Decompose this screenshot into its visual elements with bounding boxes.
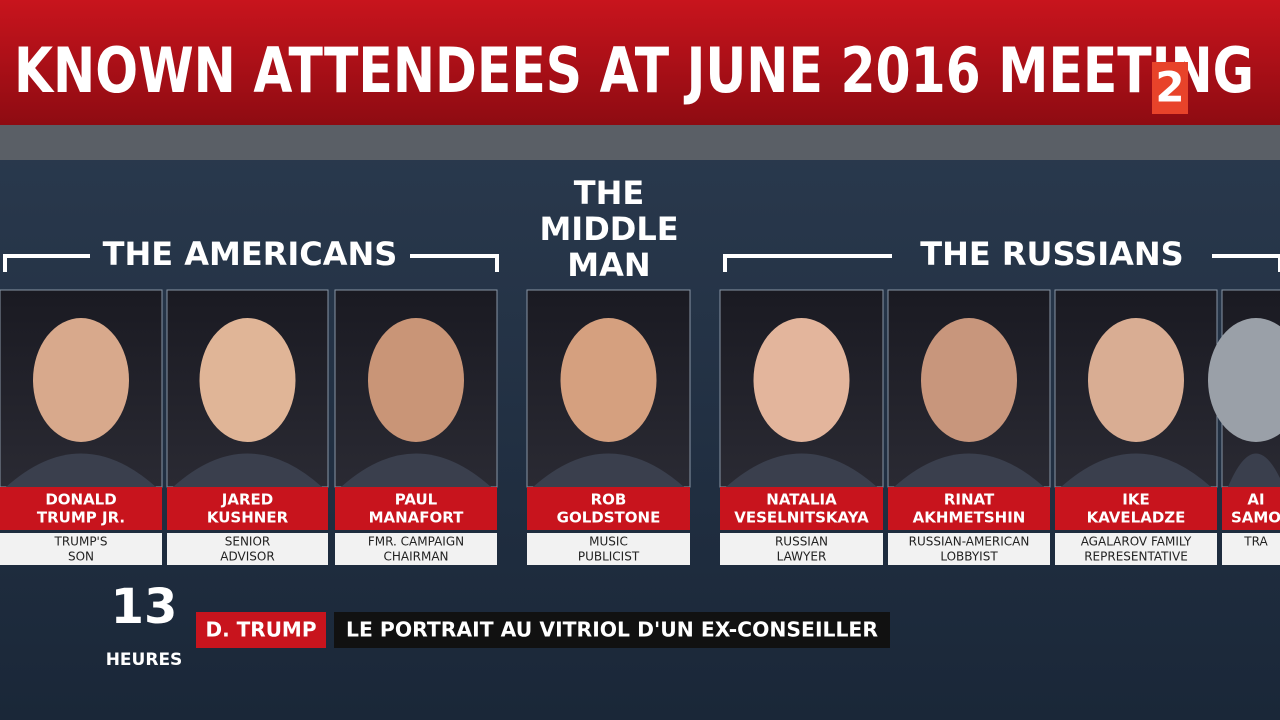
role-band [335,533,497,565]
photo-head [199,318,296,442]
person-role: AGALAROV FAMILY [1081,535,1192,549]
person-role: SON [68,550,94,564]
person-name: DONALD [45,491,116,509]
person-role: ADVISOR [220,550,274,564]
photo-shoulders [1228,453,1280,487]
name-band [0,487,162,530]
photo-head [1208,318,1280,442]
photo-shoulders [726,453,877,487]
person-role: RUSSIAN [775,535,828,549]
role-band [720,533,883,565]
person-role: REPRESENTATIVE [1084,550,1188,564]
person-name: PAUL [395,491,438,509]
person-name: IKE [1122,491,1149,509]
person-role: TRUMP'S [54,535,108,549]
name-band [1055,487,1217,530]
photo-head [368,318,464,442]
photo-shoulders [6,453,156,487]
person-role: TRA [1243,535,1268,549]
person-name: TRUMP JR. [37,509,125,527]
name-band [888,487,1050,530]
channel-logo: 2 [1155,63,1184,112]
person-name: RINAT [944,491,995,509]
person-name: KUSHNER [207,509,289,527]
person-name: JARED [221,491,273,509]
headline-box [334,612,890,648]
edition-number: 13 [111,579,178,635]
person-role: MUSIC [589,535,628,549]
person-name: VESELNITSKAYA [734,509,869,527]
person-name: MANAFORT [369,509,465,527]
person-name: SAMO [1231,509,1280,527]
photo-head [753,318,850,442]
group-label: THE AMERICANS [103,235,398,273]
role-band [888,533,1050,565]
name-band [1222,487,1280,530]
person-role: FMR. CAMPAIGN [368,535,464,549]
bracket [3,254,499,272]
person-role: PUBLICIST [578,550,640,564]
person-role: LAWYER [777,550,827,564]
banner-strip [0,125,1280,160]
person-name: GOLDSTONE [557,509,661,527]
person-role: LOBBYIST [940,550,998,564]
role-band [167,533,328,565]
person-name: NATALIA [766,491,837,509]
role-band [1222,533,1280,565]
title-banner [0,0,1280,125]
person-role: RUSSIAN-AMERICAN [909,535,1030,549]
photo-shoulders [894,453,1044,487]
channel-logo-box [1152,62,1188,114]
name-band [167,487,328,530]
photo-shoulders [533,453,684,487]
bracket [723,254,1280,272]
role-band [527,533,690,565]
name-band [335,487,497,530]
photo-shoulders [1061,453,1211,487]
person-role: CHAIRMAN [383,550,448,564]
photo-head [33,318,129,442]
photo-head [1088,318,1184,442]
tag: D. TRUMP [205,618,316,642]
photo-head [921,318,1017,442]
tag-box [196,612,326,648]
photo-shoulders [173,453,322,487]
group-label: MIDDLE [539,210,678,248]
role-band [1055,533,1217,565]
role-band [0,533,162,565]
group-label: THE [574,174,644,212]
name-band [527,487,690,530]
headline: LE PORTRAIT AU VITRIOL D'UN EX-CONSEILLE… [346,618,878,642]
group-label: THE RUSSIANS [920,235,1183,273]
group-label: MAN [567,246,650,284]
person-name: AKHMETSHIN [913,509,1026,527]
person-role: SENIOR [225,535,271,549]
person-name: ROB [591,491,627,509]
edition-label: HEURES [106,650,183,670]
person-name: KAVELADZE [1087,509,1186,527]
title: KNOWN ATTENDEES AT JUNE 2016 MEETING [14,34,1254,107]
name-band [720,487,883,530]
photo-head [560,318,657,442]
person-name: AI [1247,491,1264,509]
photo-shoulders [341,453,491,487]
